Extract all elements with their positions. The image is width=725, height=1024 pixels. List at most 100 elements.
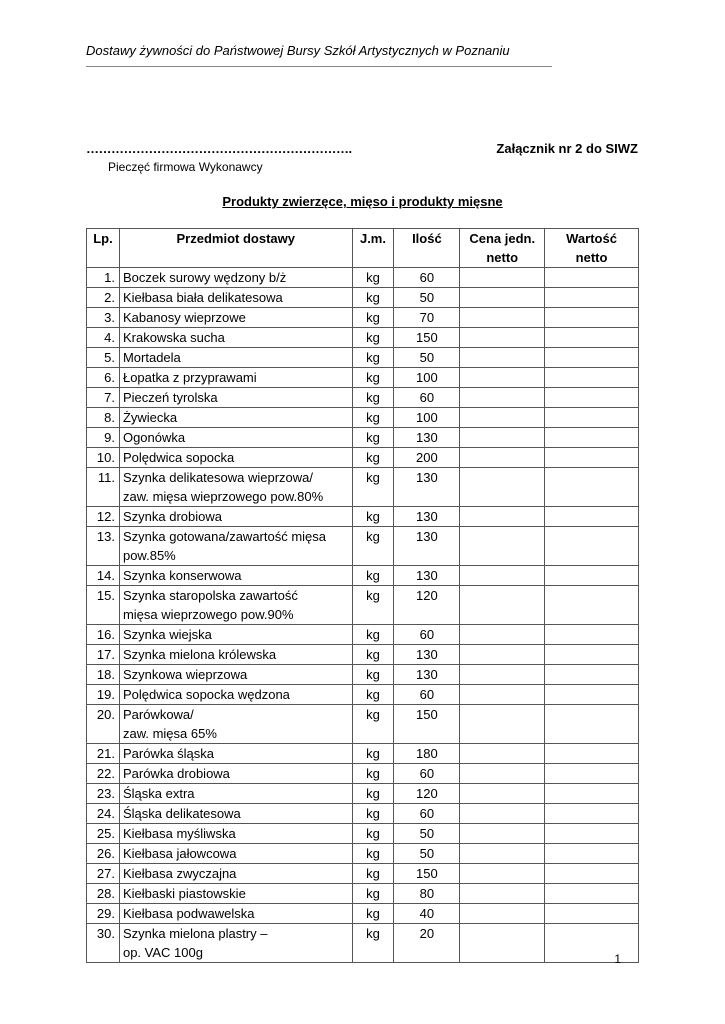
- net-value-cell[interactable]: [544, 387, 639, 408]
- item-name: Ogonówka: [118, 427, 353, 448]
- quantity: 20: [393, 923, 461, 963]
- net-value-cell[interactable]: [544, 883, 639, 904]
- unit-price-cell[interactable]: [459, 843, 546, 864]
- net-value-cell[interactable]: [544, 763, 639, 784]
- table-row: 1. Boczek surowy wędzony b/ż kg 60: [86, 267, 639, 288]
- item-name: Szynka staropolska zawartość mięsa wiepr…: [118, 585, 353, 625]
- table-row: 26. Kiełbasa jałowcowa kg 50: [86, 843, 639, 864]
- net-value-cell[interactable]: [544, 347, 639, 368]
- unit-price-cell[interactable]: [459, 763, 546, 784]
- unit: kg: [351, 407, 395, 428]
- net-value-cell[interactable]: [544, 447, 639, 468]
- unit-price-cell[interactable]: [459, 287, 546, 308]
- unit-price-cell[interactable]: [459, 267, 546, 288]
- unit-price-cell[interactable]: [459, 823, 546, 844]
- net-value-cell[interactable]: [544, 407, 639, 428]
- item-name: Szynka mielona plastry – op. VAC 100g: [118, 923, 353, 963]
- unit: kg: [351, 644, 395, 665]
- unit-price-cell[interactable]: [459, 307, 546, 328]
- row-number: 9.: [86, 427, 120, 448]
- unit-price-cell[interactable]: [459, 347, 546, 368]
- item-name: Szynka drobiowa: [118, 506, 353, 527]
- unit-price-cell[interactable]: [459, 467, 546, 507]
- table-row: 22. Parówka drobiowa kg 60: [86, 763, 639, 784]
- row-number: 30.: [86, 923, 120, 963]
- header-divider: [86, 66, 552, 67]
- quantity: 50: [393, 347, 461, 368]
- net-value-cell[interactable]: [544, 287, 639, 308]
- net-value-cell[interactable]: [544, 923, 639, 963]
- unit-price-cell[interactable]: [459, 684, 546, 705]
- unit-price-cell[interactable]: [459, 367, 546, 388]
- unit: kg: [351, 704, 395, 744]
- column-header-lp: Lp.: [86, 228, 120, 268]
- page-number: 1: [614, 952, 621, 966]
- item-name: Parówkowa/ zaw. mięsa 65%: [118, 704, 353, 744]
- net-value-cell[interactable]: [544, 863, 639, 884]
- unit-price-cell[interactable]: [459, 704, 546, 744]
- unit-price-cell[interactable]: [459, 803, 546, 824]
- unit-price-cell[interactable]: [459, 743, 546, 764]
- net-value-cell[interactable]: [544, 327, 639, 348]
- unit-price-cell[interactable]: [459, 387, 546, 408]
- quantity: 60: [393, 387, 461, 408]
- unit: kg: [351, 467, 395, 507]
- unit-price-cell[interactable]: [459, 783, 546, 804]
- net-value-cell[interactable]: [544, 704, 639, 744]
- unit-price-cell[interactable]: [459, 565, 546, 586]
- unit: kg: [351, 843, 395, 864]
- net-value-cell[interactable]: [544, 624, 639, 645]
- net-value-cell[interactable]: [544, 684, 639, 705]
- quantity: 130: [393, 467, 461, 507]
- net-value-cell[interactable]: [544, 267, 639, 288]
- unit: kg: [351, 526, 395, 566]
- unit: kg: [351, 803, 395, 824]
- unit-price-cell[interactable]: [459, 407, 546, 428]
- unit-price-cell[interactable]: [459, 327, 546, 348]
- unit-price-cell[interactable]: [459, 664, 546, 685]
- net-value-cell[interactable]: [544, 644, 639, 665]
- unit: kg: [351, 387, 395, 408]
- item-name: Śląska extra: [118, 783, 353, 804]
- net-value-cell[interactable]: [544, 467, 639, 507]
- row-number: 28.: [86, 883, 120, 904]
- net-value-cell[interactable]: [544, 803, 639, 824]
- unit-price-cell[interactable]: [459, 863, 546, 884]
- net-value-cell[interactable]: [544, 526, 639, 566]
- unit-price-cell[interactable]: [459, 883, 546, 904]
- quantity: 50: [393, 843, 461, 864]
- net-value-cell[interactable]: [544, 367, 639, 388]
- unit-price-cell[interactable]: [459, 506, 546, 527]
- net-value-cell[interactable]: [544, 783, 639, 804]
- net-value-cell[interactable]: [544, 506, 639, 527]
- row-number: 4.: [86, 327, 120, 348]
- row-number: 11.: [86, 467, 120, 507]
- row-number: 8.: [86, 407, 120, 428]
- table-row: 6. Łopatka z przyprawami kg 100: [86, 367, 639, 388]
- net-value-cell[interactable]: [544, 903, 639, 924]
- net-value-cell[interactable]: [544, 664, 639, 685]
- row-number: 12.: [86, 506, 120, 527]
- net-value-cell[interactable]: [544, 743, 639, 764]
- quantity: 150: [393, 863, 461, 884]
- unit-price-cell[interactable]: [459, 427, 546, 448]
- unit-price-cell[interactable]: [459, 526, 546, 566]
- net-value-cell[interactable]: [544, 565, 639, 586]
- stamp-placeholder-line: ……………………………………………………….: [86, 141, 352, 156]
- item-name: Polędwica sopocka wędzona: [118, 684, 353, 705]
- unit: kg: [351, 287, 395, 308]
- net-value-cell[interactable]: [544, 843, 639, 864]
- unit-price-cell[interactable]: [459, 923, 546, 963]
- unit-price-cell[interactable]: [459, 903, 546, 924]
- net-value-cell[interactable]: [544, 823, 639, 844]
- unit-price-cell[interactable]: [459, 624, 546, 645]
- unit: kg: [351, 327, 395, 348]
- table-row: 16. Szynka wiejska kg 60: [86, 624, 639, 645]
- net-value-cell[interactable]: [544, 585, 639, 625]
- net-value-cell[interactable]: [544, 427, 639, 448]
- unit-price-cell[interactable]: [459, 447, 546, 468]
- net-value-cell[interactable]: [544, 307, 639, 328]
- unit-price-cell[interactable]: [459, 644, 546, 665]
- unit-price-cell[interactable]: [459, 585, 546, 625]
- quantity: 150: [393, 704, 461, 744]
